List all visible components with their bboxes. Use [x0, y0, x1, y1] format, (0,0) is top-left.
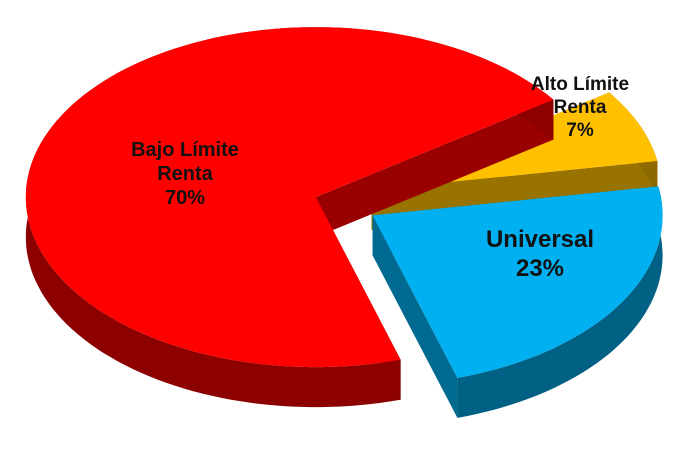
slice-label: Universal 23% — [455, 226, 625, 284]
value-label: 70% — [164, 187, 206, 209]
category-label: Bajo Límite Renta — [131, 139, 239, 185]
slice — [25, 27, 554, 368]
value-label: 7% — [566, 119, 594, 141]
slice-label: Alto Límite Renta 7% — [505, 74, 655, 142]
slice — [372, 186, 663, 378]
category-label: Alto Límite Renta — [530, 74, 630, 118]
slice-wall — [315, 99, 554, 238]
value-label: 23% — [515, 254, 565, 282]
slice-wall — [372, 215, 458, 418]
category-label: Universal — [485, 226, 595, 253]
slice-label: Bajo Límite Renta 70% — [110, 138, 260, 210]
slice-side — [457, 186, 663, 418]
